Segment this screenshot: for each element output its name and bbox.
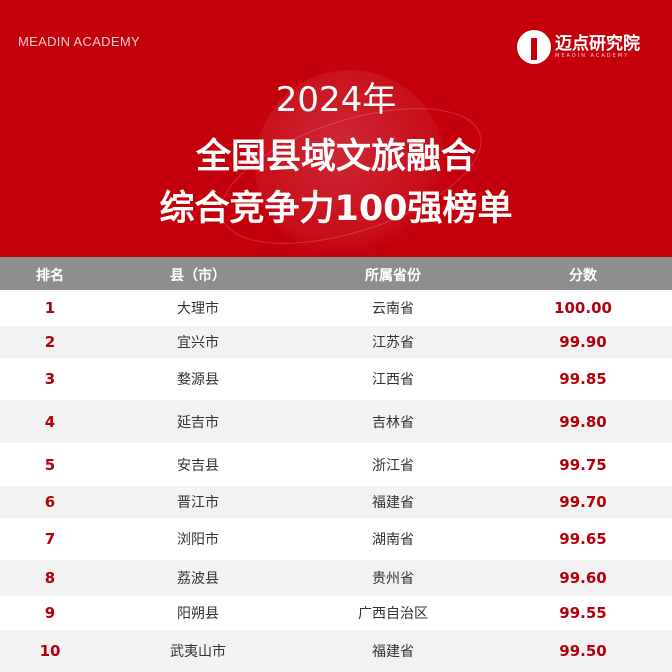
rank-cell: 3 [44,370,56,388]
county-cell: 荔波县 [177,571,219,587]
province-cell: 江西省 [372,372,414,388]
brand-text: MEADIN ACADEMY [18,34,140,49]
column-header-score: 分数 [569,268,597,284]
rank-cell: 6 [44,493,56,511]
county-cell: 浏阳市 [177,532,219,548]
county-cell: 大理市 [177,301,219,317]
table-header: 排名 县（市） 所属省份 分数 [0,257,672,290]
province-cell: 吉林省 [372,414,414,431]
meadin-logo: 迈点研究院 MEADIN ACADEMY [517,30,640,64]
logo-cn: 迈点研究院 [555,34,640,54]
province-cell: 云南省 [372,301,414,317]
page-title-line1: 全国县域文旅融合 [195,137,476,177]
table-row: 7 浏阳市 湖南省 99.65 [0,518,672,560]
table-row: 9 阳朔县 广西自治区 99.55 [0,596,672,630]
rank-cell: 2 [44,333,56,351]
table-row: 6 晋江市 福建省 99.70 [0,486,672,518]
table-row: 8 荔波县 贵州省 99.60 [0,560,672,596]
header-banner: MEADIN ACADEMY 迈点研究院 MEADIN ACADEMY 2024… [0,0,672,257]
table-row: 2 宜兴市 江苏省 99.90 [0,326,672,358]
county-cell: 阳朔县 [177,606,219,622]
county-cell: 婺源县 [177,372,219,388]
score-cell: 99.65 [559,530,607,548]
rank-cell: 10 [39,642,61,660]
county-cell: 安吉县 [177,457,219,474]
score-cell: 100.00 [554,299,612,317]
province-cell: 浙江省 [372,457,414,474]
score-cell: 99.90 [559,333,607,351]
logo-en: MEADIN ACADEMY [555,53,630,59]
table-row: 3 婺源县 江西省 99.85 [0,358,672,400]
score-cell: 99.55 [559,604,607,622]
county-cell: 武夷山市 [170,644,226,660]
province-cell: 福建省 [372,644,414,660]
rank-cell: 7 [44,530,56,548]
year-label: 2024年 [275,80,397,120]
column-header-province: 所属省份 [365,268,421,284]
rank-cell: 5 [44,455,56,474]
page-title-line2: 综合竞争力100强榜单 [159,189,513,229]
province-cell: 江苏省 [372,335,414,351]
rank-cell: 8 [44,569,56,587]
logo-icon [517,30,551,64]
score-cell: 99.75 [559,455,607,474]
county-cell: 延吉市 [177,414,219,431]
province-cell: 贵州省 [372,571,414,587]
column-header-county: 县（市） [170,268,226,284]
rank-cell: 4 [44,412,56,431]
globe-graphic [255,70,445,257]
table-row: 4 延吉市 吉林省 99.80 [0,400,672,443]
score-cell: 99.70 [559,493,607,511]
county-cell: 宜兴市 [177,335,219,351]
score-cell: 99.85 [559,370,607,388]
province-cell: 湖南省 [372,532,414,548]
province-cell: 广西自治区 [358,606,428,622]
table-row: 5 安吉县 浙江省 99.75 [0,443,672,486]
table-row: 10 武夷山市 福建省 99.50 [0,630,672,672]
score-cell: 99.80 [559,412,607,431]
column-header-rank: 排名 [36,268,64,284]
table-row: 1 大理市 云南省 100.00 [0,290,672,326]
score-cell: 99.60 [559,569,607,587]
rank-cell: 1 [44,299,56,317]
rank-cell: 9 [44,604,56,622]
province-cell: 福建省 [372,495,414,511]
county-cell: 晋江市 [177,495,219,511]
score-cell: 99.50 [559,642,607,660]
